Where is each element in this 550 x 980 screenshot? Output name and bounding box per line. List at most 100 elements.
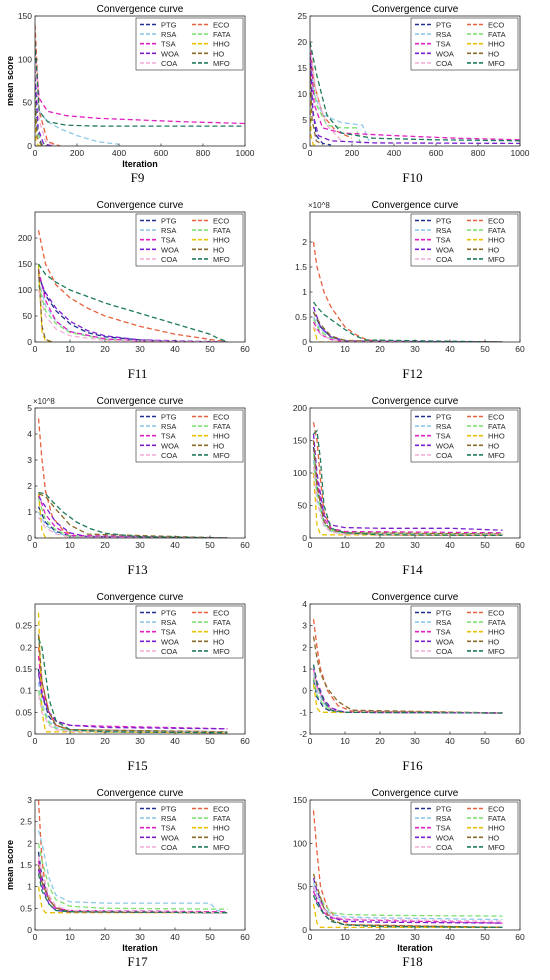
chart-title: Convergence curve xyxy=(97,4,184,15)
legend-label-fata: FATA xyxy=(488,618,506,627)
y-tick-label: 0.05 xyxy=(15,707,32,717)
legend-label-fata: FATA xyxy=(213,814,231,823)
legend-label-woa: WOA xyxy=(161,441,179,450)
x-tick-label: 40 xyxy=(170,932,180,942)
series-line-ptg xyxy=(37,668,228,734)
series-line-coa xyxy=(37,694,228,733)
legend-label-ptg: PTG xyxy=(436,609,452,618)
legend-label-ho: HO xyxy=(488,441,499,450)
legend-label-eco: ECO xyxy=(213,805,229,814)
y-tick-label: 150 xyxy=(293,795,307,805)
x-tick-label: 0 xyxy=(33,932,38,942)
series-line-woa xyxy=(37,276,228,342)
chart-title: Convergence curve xyxy=(97,788,184,799)
series-line-hho xyxy=(35,119,42,146)
series-line-hho xyxy=(312,472,503,537)
legend-label-woa: WOA xyxy=(436,441,454,450)
y-tick-label: 100 xyxy=(18,54,32,64)
chart-title: Convergence curve xyxy=(372,788,459,799)
series-line-coa xyxy=(37,516,228,538)
legend-label-rsa: RSA xyxy=(161,814,176,823)
x-tick-label: 20 xyxy=(375,736,385,746)
panel-caption: F10 xyxy=(402,170,423,185)
series-line-ho xyxy=(37,864,228,914)
legend: PTG ECO RSA FATA TSA HHO WOA HO COA MFO xyxy=(135,605,244,659)
legend-label-mfo: MFO xyxy=(213,647,230,656)
y-tick-label: 15 xyxy=(298,63,308,73)
legend-label-tsa: TSA xyxy=(161,40,176,49)
series-group xyxy=(312,619,503,714)
legend-label-tsa: TSA xyxy=(436,432,451,441)
series-line-ptg xyxy=(310,47,332,146)
x-tick-label: 40 xyxy=(170,736,180,746)
panel-caption: F16 xyxy=(402,758,423,773)
series-line-mfo xyxy=(37,263,228,342)
series-line-coa xyxy=(35,59,57,146)
y-tick-label: 0.2 xyxy=(20,642,32,652)
legend: PTG ECO RSA FATA TSA HHO WOA HO COA MFO xyxy=(410,409,519,463)
legend-label-coa: COA xyxy=(436,255,452,264)
series-line-fata xyxy=(37,690,228,733)
convergence-chart: Convergence curve 0 10 20 30 40 50 60 0 50 100 150 2… xyxy=(293,396,525,550)
series-line-fata xyxy=(312,677,503,714)
convergence-chart: Convergence curve 0 10 20 30 40 50 60 0 50 100 150 2… xyxy=(18,200,250,354)
x-tick-label: 60 xyxy=(515,736,525,746)
convergence-chart: Convergence curve 0 10 20 30 40 50 60 0 0.05 0.1 0.… xyxy=(15,592,250,746)
legend-label-rsa: RSA xyxy=(436,226,451,235)
y-tick-label: 0 xyxy=(27,925,32,935)
y-tick-label: 3 xyxy=(27,795,32,805)
convergence-chart: Convergence curve 0 10 20 30 40 50 60 0 1 2 3 4 5×10^… xyxy=(27,396,250,550)
panel-caption: F17 xyxy=(127,954,148,969)
legend-label-ho: HO xyxy=(213,441,224,450)
legend-label-fata: FATA xyxy=(213,226,231,235)
convergence-chart: Convergence curve 0 10 20 30 40 50 60 0 0.5 1 1.5 2 2… xyxy=(5,788,250,953)
x-tick-label: 20 xyxy=(100,932,110,942)
series-line-mfo xyxy=(310,41,520,142)
series-group xyxy=(37,800,228,914)
chart-title: Convergence curve xyxy=(372,592,459,603)
x-tick-label: 60 xyxy=(515,540,525,550)
legend-label-fata: FATA xyxy=(213,422,231,431)
legend-label-hho: HHO xyxy=(213,628,230,637)
convergence-chart: Convergence curve 0 10 20 30 40 50 60 0 0.5 1 1.5 2 ×… xyxy=(295,200,525,354)
series-line-eco xyxy=(35,24,61,146)
legend-label-ptg: PTG xyxy=(436,805,452,814)
x-tick-label: 800 xyxy=(196,148,210,158)
legend-label-eco: ECO xyxy=(488,805,504,814)
series-line-mfo xyxy=(37,873,228,914)
y-tick-label: -1 xyxy=(299,707,307,717)
y-tick-label: 0 xyxy=(302,925,307,935)
series-line-rsa xyxy=(37,830,228,914)
legend-label-ptg: PTG xyxy=(436,21,452,30)
legend-label-eco: ECO xyxy=(488,21,504,30)
legend-label-woa: WOA xyxy=(161,49,179,58)
legend-label-eco: ECO xyxy=(213,21,229,30)
legend-label-fata: FATA xyxy=(488,226,506,235)
y-tick-label: 1.5 xyxy=(20,860,32,870)
series-line-ptg xyxy=(312,679,503,714)
y-tick-label: 150 xyxy=(293,436,307,446)
chart-panel-f18: Convergence curve 0 10 20 30 40 50 60 0 50 100 150 I… xyxy=(275,784,550,980)
x-tick-label: 60 xyxy=(515,344,525,354)
chart-panel-f11: Convergence curve 0 10 20 30 40 50 60 0 50 100 150 2… xyxy=(0,196,275,392)
legend-label-coa: COA xyxy=(436,647,452,656)
x-tick-label: 50 xyxy=(480,932,490,942)
series-line-hho xyxy=(37,886,228,914)
x-tick-label: 20 xyxy=(100,344,110,354)
panel-caption: F12 xyxy=(402,366,423,381)
series-line-eco xyxy=(37,647,228,733)
x-tick-label: 50 xyxy=(480,344,490,354)
legend-label-ptg: PTG xyxy=(161,805,177,814)
x-axis-label: Iteration xyxy=(122,943,158,953)
series-line-mfo xyxy=(35,41,245,127)
x-tick-label: 50 xyxy=(205,736,215,746)
legend-label-mfo: MFO xyxy=(488,451,505,460)
x-tick-label: 10 xyxy=(65,540,75,550)
x-tick-label: 0 xyxy=(308,736,313,746)
legend-label-ho: HO xyxy=(488,637,499,646)
y-tick-label: 1.5 xyxy=(295,262,307,272)
x-tick-label: 60 xyxy=(240,736,250,746)
legend-label-eco: ECO xyxy=(488,609,504,618)
legend-label-tsa: TSA xyxy=(161,824,176,833)
series-line-coa xyxy=(312,886,503,922)
